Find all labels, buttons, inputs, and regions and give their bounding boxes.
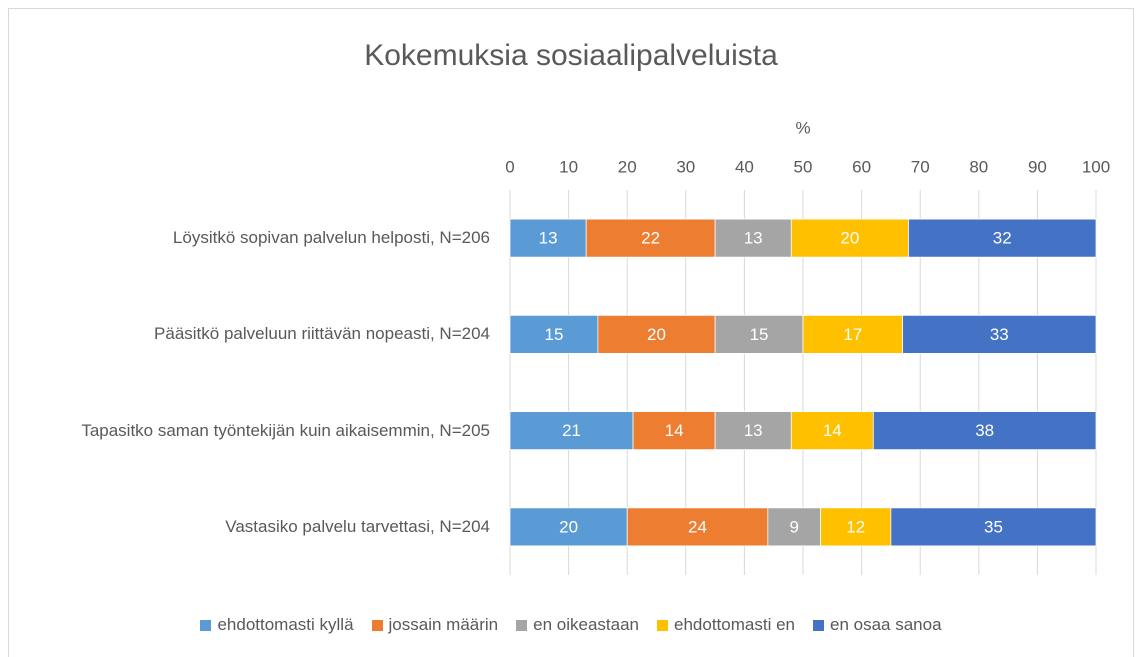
category-label: Löysitkö sopivan palvelun helposti, N=20… bbox=[172, 228, 490, 248]
legend-label: ehdottomasti en bbox=[674, 615, 795, 634]
data-label: 22 bbox=[641, 229, 660, 248]
data-label: 14 bbox=[823, 421, 842, 440]
category-label: Vastasiko palvelu tarvettasi, N=204 bbox=[225, 516, 490, 536]
x-tick-label: 90 bbox=[1028, 157, 1047, 176]
data-label: 13 bbox=[744, 421, 763, 440]
bar-segment bbox=[509, 411, 634, 450]
x-tick-label: 20 bbox=[618, 157, 637, 176]
data-label: 24 bbox=[688, 517, 707, 536]
data-label: 20 bbox=[559, 517, 578, 536]
bar-segment bbox=[890, 507, 1097, 547]
legend-swatch bbox=[371, 619, 383, 631]
bar-segment bbox=[714, 315, 804, 354]
bar-segment bbox=[802, 315, 903, 354]
data-label: 20 bbox=[647, 325, 666, 344]
x-tick-label: 60 bbox=[852, 157, 871, 176]
data-label: 13 bbox=[744, 229, 763, 248]
data-label: 12 bbox=[846, 517, 865, 536]
x-tick-label: 70 bbox=[911, 157, 930, 176]
data-label: 32 bbox=[993, 229, 1012, 248]
data-label: 38 bbox=[975, 421, 994, 440]
legend-swatch bbox=[812, 619, 824, 631]
legend: ehdottomasti kyllä jossain määrin en oikea… bbox=[0, 615, 1142, 635]
data-label: 15 bbox=[544, 325, 563, 344]
bar-segment bbox=[714, 411, 792, 450]
bar-segment bbox=[767, 507, 821, 547]
chart-title: Kokemuksia sosiaalipalveluista bbox=[364, 39, 778, 72]
data-label: 13 bbox=[539, 229, 558, 248]
x-tick-label: 30 bbox=[676, 157, 695, 176]
bar-segment bbox=[908, 218, 1097, 258]
legend-item: jossain määrin bbox=[371, 615, 499, 635]
x-tick-label: 100 bbox=[1082, 157, 1110, 176]
legend-swatch bbox=[200, 619, 212, 631]
bar-segment bbox=[790, 218, 909, 258]
chart-border bbox=[8, 8, 1134, 657]
x-tick-label: 10 bbox=[559, 157, 578, 176]
data-label: 33 bbox=[990, 325, 1009, 344]
data-label: 14 bbox=[665, 421, 684, 440]
bar-segment bbox=[820, 507, 892, 547]
bar-segment bbox=[597, 315, 716, 354]
legend-label: en oikeastaan bbox=[533, 615, 640, 634]
data-label: 17 bbox=[843, 325, 862, 344]
legend-item: ehdottomasti kyllä bbox=[200, 615, 354, 635]
x-tick-label: 80 bbox=[969, 157, 988, 176]
legend-label: ehdottomasti kyllä bbox=[217, 615, 354, 634]
legend-item: ehdottomasti en bbox=[657, 615, 795, 635]
bar-segment bbox=[872, 411, 1097, 450]
bar-segment bbox=[626, 507, 769, 547]
x-tick-label: 40 bbox=[735, 157, 754, 176]
bar-segment bbox=[509, 507, 628, 547]
legend-swatch bbox=[657, 619, 669, 631]
legend-item: en oikeastaan bbox=[516, 615, 639, 635]
legend-label: jossain määrin bbox=[388, 615, 499, 634]
bar-segment bbox=[714, 218, 792, 258]
bar-segment bbox=[902, 315, 1097, 354]
x-tick-label: 0 bbox=[505, 157, 514, 176]
legend-item: en osaa sanoa bbox=[812, 615, 942, 635]
legend-swatch bbox=[516, 619, 528, 631]
bar-segment bbox=[790, 411, 874, 450]
x-tick-label: 50 bbox=[794, 157, 813, 176]
data-label: 20 bbox=[840, 229, 859, 248]
bar-segment bbox=[509, 218, 587, 258]
data-label: 21 bbox=[562, 421, 581, 440]
data-label: 15 bbox=[750, 325, 769, 344]
category-label: Tapasitko saman työntekijän kuin aikaise… bbox=[81, 420, 490, 440]
category-label: Pääsitkö palveluun riittävän nopeasti, N… bbox=[154, 324, 490, 344]
x-axis-title: % bbox=[795, 118, 810, 137]
legend-label: en osaa sanoa bbox=[829, 615, 942, 634]
bar-segment bbox=[585, 218, 716, 258]
data-label: 35 bbox=[984, 517, 1003, 536]
bar-segment bbox=[509, 315, 599, 354]
data-label: 9 bbox=[789, 517, 798, 536]
